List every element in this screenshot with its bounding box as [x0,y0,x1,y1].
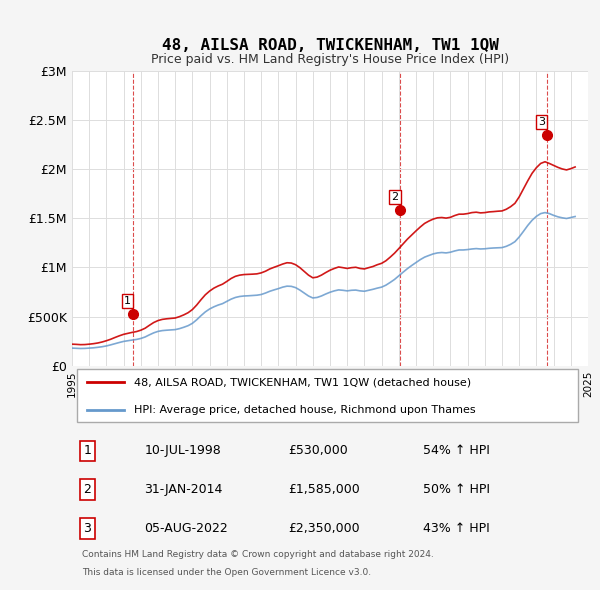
Text: 50% ↑ HPI: 50% ↑ HPI [423,483,490,496]
Text: 48, AILSA ROAD, TWICKENHAM, TW1 1QW (detached house): 48, AILSA ROAD, TWICKENHAM, TW1 1QW (det… [134,378,471,387]
Text: Price paid vs. HM Land Registry's House Price Index (HPI): Price paid vs. HM Land Registry's House … [151,53,509,66]
Text: Contains HM Land Registry data © Crown copyright and database right 2024.: Contains HM Land Registry data © Crown c… [82,550,434,559]
Text: 48, AILSA ROAD, TWICKENHAM, TW1 1QW: 48, AILSA ROAD, TWICKENHAM, TW1 1QW [161,38,499,53]
Text: 3: 3 [83,522,91,535]
Text: 2: 2 [391,192,398,202]
Text: 05-AUG-2022: 05-AUG-2022 [144,522,228,535]
Text: £2,350,000: £2,350,000 [289,522,361,535]
Text: 3: 3 [538,117,545,127]
Text: £1,585,000: £1,585,000 [289,483,361,496]
Text: 1: 1 [124,296,131,306]
FancyBboxPatch shape [77,369,578,422]
Text: 43% ↑ HPI: 43% ↑ HPI [423,522,490,535]
Text: 2: 2 [83,483,91,496]
Text: 31-JAN-2014: 31-JAN-2014 [144,483,223,496]
Text: £530,000: £530,000 [289,444,349,457]
Text: HPI: Average price, detached house, Richmond upon Thames: HPI: Average price, detached house, Rich… [134,405,476,415]
Text: This data is licensed under the Open Government Licence v3.0.: This data is licensed under the Open Gov… [82,568,371,576]
Text: 54% ↑ HPI: 54% ↑ HPI [423,444,490,457]
Text: 1: 1 [83,444,91,457]
Text: 10-JUL-1998: 10-JUL-1998 [144,444,221,457]
